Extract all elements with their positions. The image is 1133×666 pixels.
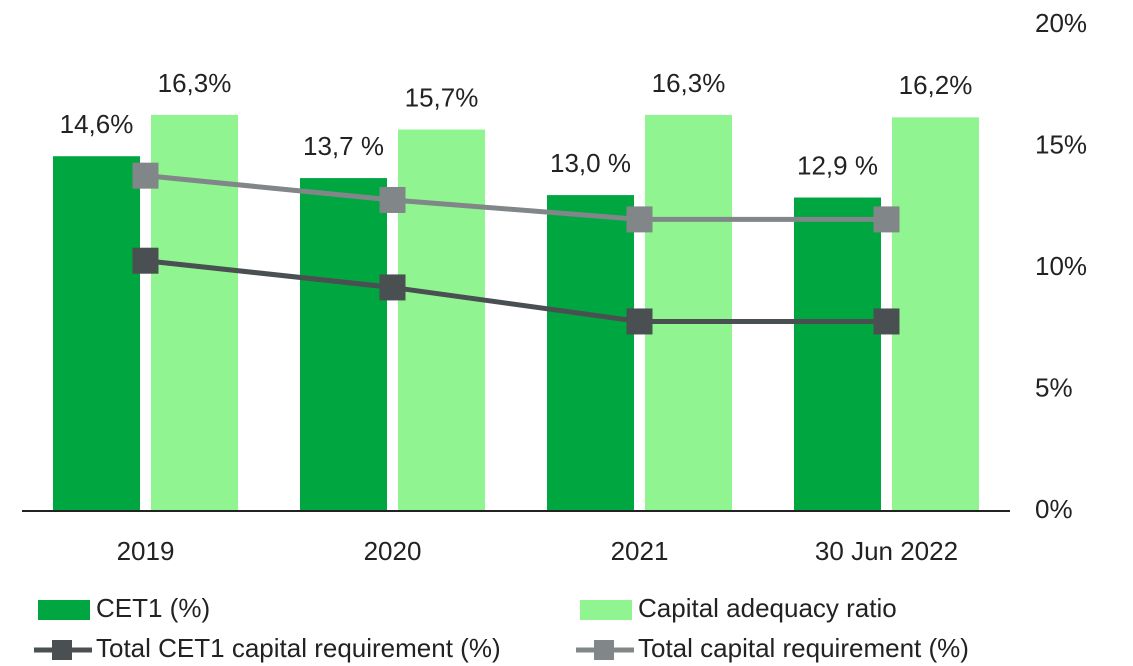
bar <box>53 156 140 511</box>
y-tick-label: 20% <box>1035 8 1087 38</box>
y-tick-label: 0% <box>1035 494 1073 524</box>
x-tick-label: 2019 <box>117 536 175 566</box>
legend-label: Total capital requirement (%) <box>638 633 969 663</box>
y-tick-label: 5% <box>1035 372 1073 402</box>
bar <box>645 114 732 511</box>
legend-label: CET1 (%) <box>96 593 210 623</box>
marker <box>379 186 406 213</box>
data-label: 16,3% <box>652 68 726 98</box>
y-tick-label: 15% <box>1035 129 1087 159</box>
marker <box>873 308 900 335</box>
legend-marker <box>52 640 72 660</box>
marker <box>132 247 159 274</box>
data-label: 13,7 % <box>303 131 384 161</box>
data-label: 14,6% <box>60 109 134 139</box>
x-tick-label: 2021 <box>611 536 669 566</box>
bar <box>300 178 387 511</box>
line <box>145 173 887 222</box>
data-label: 15,7% <box>405 82 479 112</box>
bar <box>398 129 485 512</box>
data-label: 16,3% <box>158 68 232 98</box>
data-label: 16,2% <box>899 70 973 100</box>
legend-swatch <box>38 600 90 620</box>
bar <box>794 197 881 511</box>
data-label: 12,9 % <box>797 150 878 180</box>
x-tick-label: 2020 <box>364 536 422 566</box>
x-tick-label: 30 Jun 2022 <box>815 536 958 566</box>
marker <box>626 308 653 335</box>
marker <box>132 162 159 189</box>
line <box>145 258 887 324</box>
marker <box>379 274 406 301</box>
legend-label: Total CET1 capital requirement (%) <box>96 633 501 663</box>
bar <box>151 114 238 511</box>
marker <box>626 206 653 233</box>
bar <box>892 117 979 511</box>
data-label: 13,0 % <box>550 148 631 178</box>
legend-swatch <box>580 600 632 620</box>
marker <box>873 206 900 233</box>
bar <box>547 195 634 511</box>
y-tick-label: 10% <box>1035 251 1087 281</box>
legend-label: Capital adequacy ratio <box>638 593 897 623</box>
legend-marker <box>594 640 614 660</box>
